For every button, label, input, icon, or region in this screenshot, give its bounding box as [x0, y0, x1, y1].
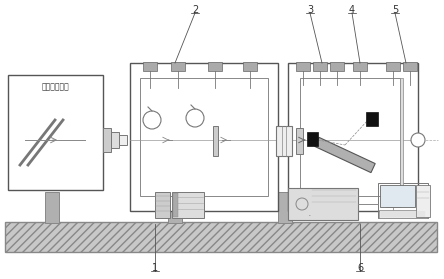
Text: 2: 2 — [192, 5, 198, 15]
Bar — [313, 62, 327, 71]
Bar — [296, 62, 310, 71]
Bar — [8, 75, 103, 190]
Bar — [155, 192, 170, 218]
Bar — [288, 63, 418, 211]
Bar — [416, 185, 430, 217]
Bar — [379, 210, 427, 218]
Bar — [353, 62, 367, 71]
Text: 5: 5 — [392, 5, 398, 15]
Bar — [288, 188, 358, 220]
Bar — [276, 126, 292, 156]
Bar — [380, 185, 415, 207]
Bar — [103, 128, 111, 152]
Bar — [208, 62, 222, 71]
Text: 晶体单色系统: 晶体单色系统 — [42, 83, 69, 92]
Bar — [213, 126, 218, 156]
Bar — [168, 192, 182, 223]
Bar — [130, 63, 278, 211]
Bar — [330, 62, 344, 71]
Bar — [300, 78, 400, 196]
Bar — [296, 128, 303, 154]
Text: 3: 3 — [307, 5, 313, 15]
Bar — [173, 193, 178, 217]
Bar — [378, 183, 428, 218]
Bar — [171, 62, 185, 71]
Text: 1: 1 — [152, 263, 158, 273]
Bar — [143, 62, 157, 71]
Bar — [119, 135, 127, 145]
Bar — [400, 78, 403, 196]
Bar — [111, 132, 119, 148]
Bar — [140, 78, 268, 196]
Text: .: . — [308, 208, 312, 218]
Text: 6: 6 — [357, 263, 363, 273]
Bar — [172, 192, 204, 218]
Text: 4: 4 — [349, 5, 355, 15]
Circle shape — [411, 133, 425, 147]
Bar — [403, 62, 417, 71]
Bar — [366, 112, 378, 126]
Bar — [278, 192, 292, 223]
Bar — [307, 132, 318, 146]
Polygon shape — [315, 137, 375, 173]
Bar — [5, 222, 437, 252]
Bar — [386, 62, 400, 71]
Bar — [45, 192, 59, 223]
Bar — [243, 62, 257, 71]
